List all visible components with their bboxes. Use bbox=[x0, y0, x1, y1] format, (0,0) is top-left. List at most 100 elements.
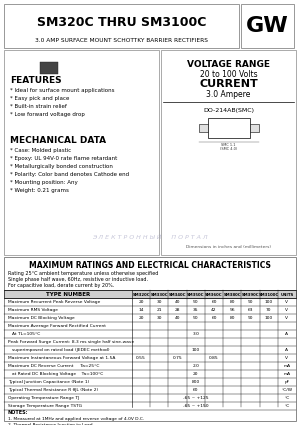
Text: Typical Junction Capacitance (Note 1): Typical Junction Capacitance (Note 1) bbox=[8, 380, 89, 384]
Text: Single phase half wave, 60Hz, resistive or inductive load.: Single phase half wave, 60Hz, resistive … bbox=[8, 277, 148, 281]
Text: SM3100C: SM3100C bbox=[259, 292, 279, 297]
Text: superimposed on rated load (JEDEC method): superimposed on rated load (JEDEC method… bbox=[12, 348, 110, 352]
Text: 30: 30 bbox=[157, 316, 162, 320]
Text: Peak Forward Surge Current: 8.3 ms single half sine-wave: Peak Forward Surge Current: 8.3 ms singl… bbox=[8, 340, 134, 344]
Bar bbox=[241, 4, 294, 48]
Text: SM360C: SM360C bbox=[205, 292, 223, 297]
Text: * Case: Molded plastic: * Case: Molded plastic bbox=[10, 147, 71, 153]
Text: mA: mA bbox=[283, 372, 290, 376]
Bar bbox=[4, 290, 296, 298]
Text: 56: 56 bbox=[230, 308, 235, 312]
Text: Maximum DC Reverse Current     Ta=25°C: Maximum DC Reverse Current Ta=25°C bbox=[8, 364, 99, 368]
Text: Typical Thermal Resistance R θJL (Note 2): Typical Thermal Resistance R θJL (Note 2… bbox=[8, 388, 98, 392]
Text: 1. Measured at 1MHz and applied reverse voltage of 4.0V D.C.: 1. Measured at 1MHz and applied reverse … bbox=[8, 417, 144, 421]
Text: Maximum Recurrent Peak Reverse Voltage: Maximum Recurrent Peak Reverse Voltage bbox=[8, 300, 100, 304]
Text: -65 ~ +150: -65 ~ +150 bbox=[183, 404, 208, 408]
Text: Maximum DC Blocking Voltage: Maximum DC Blocking Voltage bbox=[8, 316, 75, 320]
Text: °C: °C bbox=[284, 404, 290, 408]
Bar bbox=[250, 124, 259, 132]
Text: Dimensions in inches and (millimeters): Dimensions in inches and (millimeters) bbox=[186, 245, 271, 249]
Text: SM320C: SM320C bbox=[132, 292, 150, 297]
Bar bbox=[4, 257, 296, 421]
Text: 30: 30 bbox=[157, 300, 162, 304]
Text: 20: 20 bbox=[138, 300, 144, 304]
Text: MECHANICAL DATA: MECHANICAL DATA bbox=[10, 136, 106, 144]
Text: 50: 50 bbox=[193, 316, 199, 320]
Text: 60: 60 bbox=[211, 300, 217, 304]
Text: For capacitive load, derate current by 20%.: For capacitive load, derate current by 2… bbox=[8, 283, 114, 287]
Bar bbox=[199, 124, 208, 132]
Text: 3.0 AMP SURFACE MOUNT SCHOTTKY BARRIER RECTIFIERS: 3.0 AMP SURFACE MOUNT SCHOTTKY BARRIER R… bbox=[35, 37, 208, 42]
Bar bbox=[208, 118, 250, 138]
Text: mA: mA bbox=[283, 364, 290, 368]
Text: * Weight: 0.21 grams: * Weight: 0.21 grams bbox=[10, 187, 69, 193]
Text: pF: pF bbox=[284, 380, 290, 384]
Text: SM330C: SM330C bbox=[151, 292, 168, 297]
Text: 0.55: 0.55 bbox=[136, 356, 146, 360]
Text: 90: 90 bbox=[248, 300, 253, 304]
Text: at Rated DC Blocking Voltage    Ta=100°C: at Rated DC Blocking Voltage Ta=100°C bbox=[12, 372, 103, 376]
Text: 21: 21 bbox=[157, 308, 162, 312]
Text: 90: 90 bbox=[248, 316, 253, 320]
Bar bbox=[40, 62, 58, 74]
Text: * Ideal for surface mount applications: * Ideal for surface mount applications bbox=[10, 88, 115, 93]
Text: 28: 28 bbox=[175, 308, 180, 312]
Text: 40: 40 bbox=[175, 316, 180, 320]
Text: * Low forward voltage drop: * Low forward voltage drop bbox=[10, 111, 85, 116]
Text: 100: 100 bbox=[265, 300, 273, 304]
Text: FEATURES: FEATURES bbox=[10, 76, 61, 85]
Text: * Mounting position: Any: * Mounting position: Any bbox=[10, 179, 78, 184]
Text: A: A bbox=[285, 348, 288, 352]
Text: 42: 42 bbox=[211, 308, 217, 312]
Text: VOLTAGE RANGE: VOLTAGE RANGE bbox=[187, 60, 270, 68]
Text: MAXIMUM RATINGS AND ELECTRICAL CHARACTERISTICS: MAXIMUM RATINGS AND ELECTRICAL CHARACTER… bbox=[29, 261, 271, 269]
Text: -65 ~ +125: -65 ~ +125 bbox=[183, 396, 208, 400]
Text: * Easy pick and place: * Easy pick and place bbox=[10, 96, 69, 100]
Text: 70: 70 bbox=[266, 308, 272, 312]
Text: 2. Thermal Resistance Junction to Lead: 2. Thermal Resistance Junction to Lead bbox=[8, 423, 93, 425]
Text: 0.85: 0.85 bbox=[209, 356, 219, 360]
Text: GW: GW bbox=[246, 16, 289, 36]
Text: Э Л Е К Т Р О Н Н Ы Й     П О Р Т А Л: Э Л Е К Т Р О Н Н Ы Й П О Р Т А Л bbox=[92, 235, 208, 240]
Text: SM350C: SM350C bbox=[187, 292, 205, 297]
Text: 14: 14 bbox=[138, 308, 144, 312]
Text: NOTES:: NOTES: bbox=[8, 411, 28, 416]
Bar bbox=[4, 50, 159, 255]
Text: Operating Temperature Range TJ: Operating Temperature Range TJ bbox=[8, 396, 79, 400]
Text: 100: 100 bbox=[192, 348, 200, 352]
Text: SM390C: SM390C bbox=[242, 292, 259, 297]
Text: SM340C: SM340C bbox=[169, 292, 186, 297]
Text: 800: 800 bbox=[192, 380, 200, 384]
Text: V: V bbox=[285, 308, 288, 312]
Text: At TL=105°C: At TL=105°C bbox=[12, 332, 40, 336]
Text: * Metallurgically bonded construction: * Metallurgically bonded construction bbox=[10, 164, 113, 168]
Text: 2.0: 2.0 bbox=[192, 364, 199, 368]
Text: TYPE NUMBER: TYPE NUMBER bbox=[46, 292, 90, 297]
Text: Maximum Average Forward Rectified Current: Maximum Average Forward Rectified Curren… bbox=[8, 324, 106, 328]
Text: * Built-in strain relief: * Built-in strain relief bbox=[10, 104, 67, 108]
Text: 60: 60 bbox=[193, 388, 199, 392]
Text: 63: 63 bbox=[248, 308, 253, 312]
Text: * Epoxy: UL 94V-0 rate flame retardant: * Epoxy: UL 94V-0 rate flame retardant bbox=[10, 156, 117, 161]
Text: Maximum RMS Voltage: Maximum RMS Voltage bbox=[8, 308, 58, 312]
Text: A: A bbox=[285, 332, 288, 336]
Text: 0.75: 0.75 bbox=[173, 356, 182, 360]
Text: SMC 1.1
(SMC 4.0): SMC 1.1 (SMC 4.0) bbox=[220, 143, 237, 151]
Text: 35: 35 bbox=[193, 308, 199, 312]
Text: 80: 80 bbox=[230, 300, 235, 304]
Text: 80: 80 bbox=[230, 316, 235, 320]
Text: 3.0: 3.0 bbox=[192, 332, 199, 336]
Text: Storage Temperature Range TSTG: Storage Temperature Range TSTG bbox=[8, 404, 82, 408]
Text: °C/W: °C/W bbox=[281, 388, 292, 392]
Text: UNITS: UNITS bbox=[280, 292, 293, 297]
Text: SM380C: SM380C bbox=[224, 292, 241, 297]
Text: 20: 20 bbox=[193, 372, 199, 376]
Text: °C: °C bbox=[284, 396, 290, 400]
Text: V: V bbox=[285, 356, 288, 360]
Text: 50: 50 bbox=[193, 300, 199, 304]
Text: SM320C THRU SM3100C: SM320C THRU SM3100C bbox=[37, 15, 206, 28]
Bar bbox=[4, 4, 239, 48]
Text: Rating 25°C ambient temperature unless otherwise specified: Rating 25°C ambient temperature unless o… bbox=[8, 270, 158, 275]
Text: 3.0 Ampere: 3.0 Ampere bbox=[206, 90, 251, 99]
Bar bbox=[161, 50, 296, 255]
